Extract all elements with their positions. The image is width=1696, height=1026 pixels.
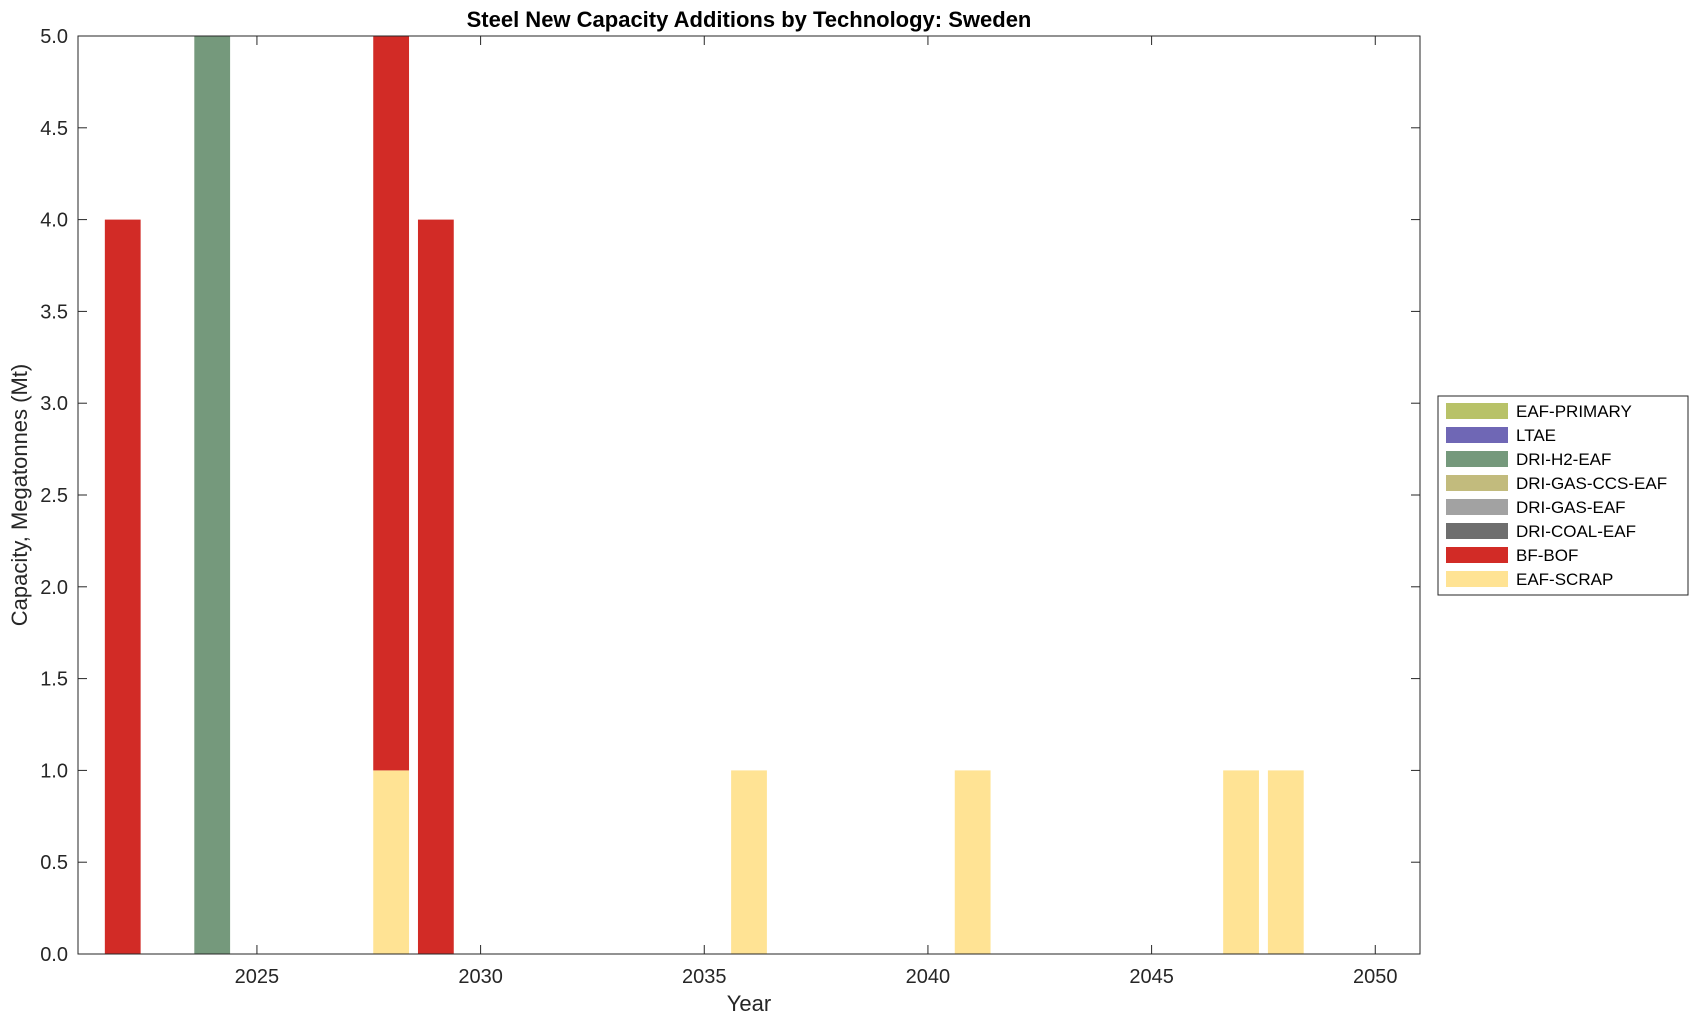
legend-label-dri-h2-eaf: DRI-H2-EAF: [1516, 450, 1611, 469]
x-tick-label: 2040: [906, 966, 951, 988]
legend-swatch-dri-h2-eaf: [1446, 451, 1508, 467]
bars-layer: [104, 36, 1304, 955]
legend-label-dri-gas-ccs-eaf: DRI-GAS-CCS-EAF: [1516, 474, 1667, 493]
bar-bf-bof-2028: [373, 36, 410, 771]
x-tick-label: 2050: [1353, 966, 1398, 988]
legend-label-eaf-primary: EAF-PRIMARY: [1516, 402, 1632, 421]
legend-swatch-bf-bof: [1446, 547, 1508, 563]
bar-eaf-scrap-2047: [1223, 770, 1259, 954]
bar-bf-bof-2029: [417, 219, 454, 955]
x-axis-title: Year: [727, 991, 771, 1016]
legend-swatch-ltae: [1446, 427, 1508, 443]
x-tick-label: 2045: [1129, 966, 1174, 988]
legend-swatch-dri-gas-ccs-eaf: [1446, 475, 1508, 491]
x-tick-label: 2030: [458, 966, 503, 988]
legend-swatch-eaf-scrap: [1446, 571, 1508, 587]
bar-eaf-scrap-2048: [1267, 770, 1304, 954]
y-tick-label: 2.0: [40, 577, 68, 599]
y-tick-label: 5.0: [40, 26, 68, 48]
axis-ticks: 0.0 0.5 1.0 1.5 2.0 2.5 3.0 3.5 4.0 4.5 5.0 2025 203…: [40, 26, 1420, 988]
legend-label-ltae: LTAE: [1516, 426, 1556, 445]
y-tick-label: 3.0: [40, 393, 68, 415]
y-tick-label: 4.5: [40, 118, 68, 140]
bar-eaf-scrap-2028: [373, 770, 410, 954]
y-tick-label: 3.5: [40, 301, 68, 323]
y-tick-label: 1.5: [40, 669, 68, 691]
legend-swatch-eaf-primary: [1446, 403, 1508, 419]
bar-bf-bof-2022: [104, 219, 141, 955]
bar-eaf-scrap-2041: [954, 770, 991, 954]
y-tick-label: 0.0: [40, 944, 68, 966]
legend-label-dri-coal-eaf: DRI-COAL-EAF: [1516, 522, 1636, 541]
y-tick-label: 0.5: [40, 852, 68, 874]
x-tick-label: 2025: [235, 966, 280, 988]
legend-label-bf-bof: BF-BOF: [1516, 546, 1578, 565]
legend-label-dri-gas-eaf: DRI-GAS-EAF: [1516, 498, 1626, 517]
legend-frame: [1437, 395, 1689, 596]
chart-legend: EAF-PRIMARY LTAE DRI-H2-EAF DRI-GAS-CCS-EAF…: [1437, 395, 1689, 596]
bar-dri-h2-eaf-2024: [194, 36, 231, 954]
legend-label-eaf-scrap: EAF-SCRAP: [1516, 570, 1613, 589]
legend-swatch-dri-coal-eaf: [1446, 523, 1508, 539]
y-tick-label: 4.0: [40, 210, 68, 232]
y-tick-label: 2.5: [40, 485, 68, 507]
legend-items: EAF-PRIMARY LTAE DRI-H2-EAF DRI-GAS-CCS-EAF…: [1446, 402, 1667, 589]
chart-title: Steel New Capacity Additions by Technolo…: [467, 7, 1032, 32]
legend-swatch-dri-gas-eaf: [1446, 499, 1508, 515]
y-axis-title: Capacity, Megatonnes (Mt): [7, 364, 32, 626]
x-tick-label: 2035: [682, 966, 727, 988]
bar-eaf-scrap-2036: [731, 770, 767, 954]
y-tick-label: 1.0: [40, 760, 68, 782]
